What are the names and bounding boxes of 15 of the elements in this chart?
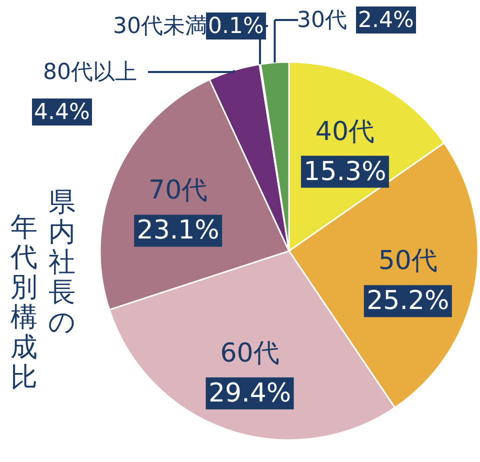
data-label: 4.4%: [34, 100, 90, 125]
data-label: 23.1%: [136, 216, 220, 246]
data-label: 15.3%: [304, 156, 386, 187]
slice-label: 70代: [148, 176, 208, 206]
data-label: 29.4%: [208, 378, 292, 408]
data-label: 25.2%: [366, 286, 450, 316]
slice-label: 30代未満: [113, 14, 207, 39]
data-label: 2.4%: [358, 8, 414, 33]
slice-label: 60代: [220, 338, 280, 368]
slice-label: 80代以上: [43, 60, 137, 85]
slice-label: 50代: [378, 246, 438, 276]
data-label: 0.1%: [208, 14, 264, 39]
slice-label: 30代: [297, 8, 347, 33]
slice-label: 40代: [315, 116, 375, 147]
chart-title: 県内社長の年代別構成比: [10, 187, 76, 393]
